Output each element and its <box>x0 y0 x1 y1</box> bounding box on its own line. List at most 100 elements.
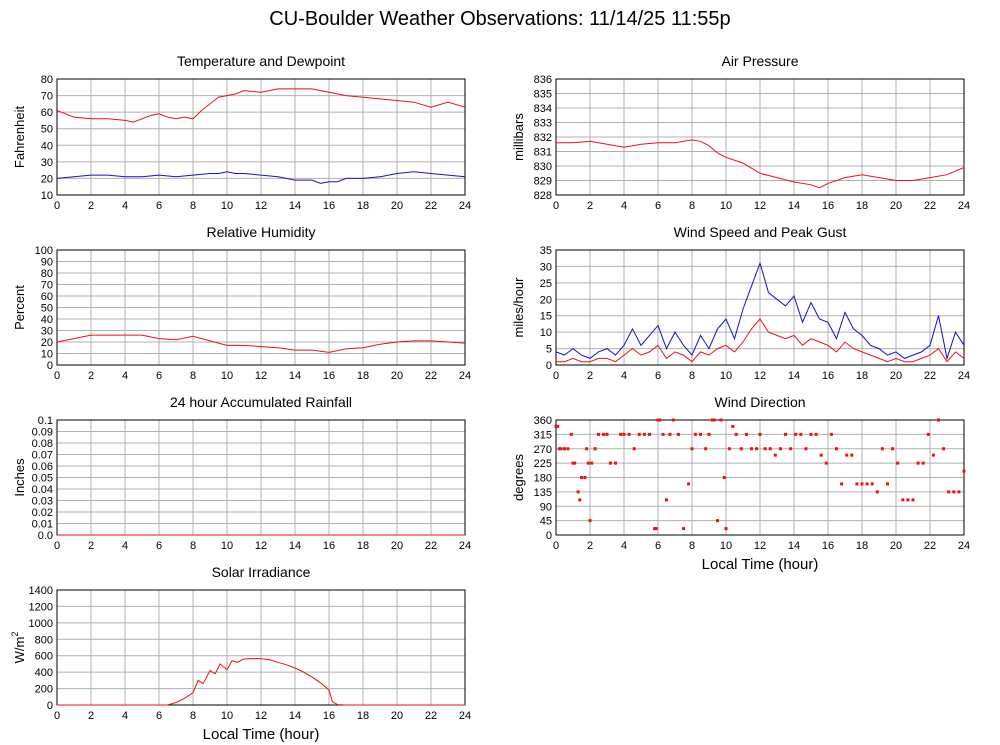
winddir-point <box>952 490 956 494</box>
humidity-xtick-label: 8 <box>190 370 196 382</box>
humidity-ytick-label: 30 <box>41 326 53 338</box>
wind-xtick-label: 12 <box>754 370 766 382</box>
temperature-xtick-label: 4 <box>122 200 128 212</box>
winddir-point <box>896 461 900 465</box>
pressure-ytick-label: 830 <box>534 161 552 173</box>
humidity-ytick-label: 0 <box>47 360 53 372</box>
winddir-point <box>597 432 600 436</box>
winddir-point <box>855 482 859 486</box>
solar-series-0 <box>57 658 465 706</box>
rainfall-title: 24 hour Accumulated Rainfall <box>170 394 352 410</box>
winddir-point <box>642 432 646 436</box>
humidity-ytick-label: 70 <box>41 280 53 292</box>
winddir-point <box>814 432 818 436</box>
wind-xtick-label: 0 <box>553 370 559 382</box>
rainfall-xtick-label: 18 <box>357 540 369 552</box>
wind-xtick-label: 6 <box>655 370 661 382</box>
pressure-xtick-label: 2 <box>587 200 593 212</box>
pressure-ytick-label: 828 <box>534 190 552 202</box>
pressure-xtick-label: 12 <box>754 200 766 212</box>
winddir-xtick-label: 18 <box>856 540 868 552</box>
solar-xtick-label: 24 <box>459 710 471 722</box>
winddir-point <box>682 527 685 531</box>
rainfall-xtick-label: 24 <box>459 540 471 552</box>
winddir-point <box>886 482 889 486</box>
solar-ytick-label: 800 <box>35 634 53 646</box>
humidity-ytick-label: 80 <box>41 268 53 280</box>
winddir-point <box>586 461 590 465</box>
pressure-title: Air Pressure <box>721 53 798 69</box>
winddir-point <box>916 461 920 465</box>
winddir-point <box>671 418 675 422</box>
pressure-series-0 <box>556 139 965 189</box>
humidity-xtick-label: 12 <box>255 370 267 382</box>
winddir-point <box>921 461 925 465</box>
wind-xtick-label: 2 <box>587 370 593 382</box>
rainfall-xtick-label: 2 <box>88 540 94 552</box>
temperature-series-0 <box>56 88 466 123</box>
humidity-xtick-label: 22 <box>425 370 437 382</box>
winddir-point <box>778 447 782 451</box>
wind-series-0 <box>555 261 965 361</box>
winddir-point <box>557 447 561 451</box>
temperature-xtick-label: 12 <box>255 200 267 212</box>
winddir-point <box>845 453 849 457</box>
winddir-point <box>661 432 665 436</box>
winddir-point <box>566 447 570 451</box>
rainfall-xtick-label: 16 <box>323 540 335 552</box>
temperature-ytick-label: 10 <box>41 190 53 202</box>
wind-title: Wind Speed and Peak Gust <box>674 224 847 240</box>
winddir-point <box>690 447 694 451</box>
rainfall-ytick-label: 0.02 <box>32 507 53 519</box>
humidity-title: Relative Humidity <box>207 224 316 240</box>
winddir-point <box>840 482 844 486</box>
solar-xlabel: Local Time (hour) <box>203 726 320 743</box>
winddir-point <box>880 447 884 451</box>
winddir-frame <box>555 419 965 536</box>
winddir-point <box>734 432 738 436</box>
wind-xtick-label: 22 <box>924 370 936 382</box>
rainfall-ytick-label: 0.06 <box>32 461 53 473</box>
winddir-point <box>835 447 838 451</box>
humidity-xtick-label: 20 <box>391 370 403 382</box>
winddir-xtick-label: 14 <box>788 540 800 552</box>
temperature-ytick-label: 20 <box>41 173 53 185</box>
wind-ytick-label: 15 <box>540 311 552 323</box>
winddir-point <box>583 476 587 479</box>
winddir-point <box>704 447 708 451</box>
temperature-frame <box>56 78 466 196</box>
temperature-ytick-label: 30 <box>41 157 53 169</box>
winddir-title: Wind Direction <box>714 394 805 410</box>
pressure-ytick-label: 834 <box>534 103 552 115</box>
winddir-ytick-label: 0 <box>546 530 552 542</box>
rainfall-ytick-label: 0.1 <box>38 415 53 427</box>
pressure-xtick-label: 0 <box>553 200 559 212</box>
wind-xtick-label: 24 <box>958 370 970 382</box>
temperature-ytick-label: 50 <box>41 124 53 136</box>
humidity-xtick-label: 4 <box>122 370 128 382</box>
winddir-point <box>829 432 833 436</box>
winddir-point <box>593 447 597 451</box>
winddir-point <box>865 482 869 486</box>
rainfall-ytick-label: 0.03 <box>32 496 53 508</box>
pressure-xtick-label: 18 <box>856 200 868 212</box>
solar-ylabel-sup: 2 <box>10 632 20 637</box>
winddir-point <box>707 432 711 436</box>
winddir-ytick-label: 90 <box>540 501 552 513</box>
temperature-ylabel: Fahrenheit <box>12 106 27 169</box>
winddir-xtick-label: 12 <box>754 540 766 552</box>
wind-xtick-label: 18 <box>856 370 868 382</box>
winddir-point <box>763 447 767 451</box>
winddir-point <box>957 490 961 494</box>
winddir-point <box>727 447 731 451</box>
pressure-xtick-label: 14 <box>788 200 800 212</box>
winddir-point <box>719 418 723 422</box>
winddir-point <box>758 432 762 436</box>
winddir-point <box>789 447 793 451</box>
winddir-point <box>809 432 813 436</box>
temperature-ytick-label: 60 <box>41 107 53 119</box>
winddir-point <box>632 447 636 451</box>
